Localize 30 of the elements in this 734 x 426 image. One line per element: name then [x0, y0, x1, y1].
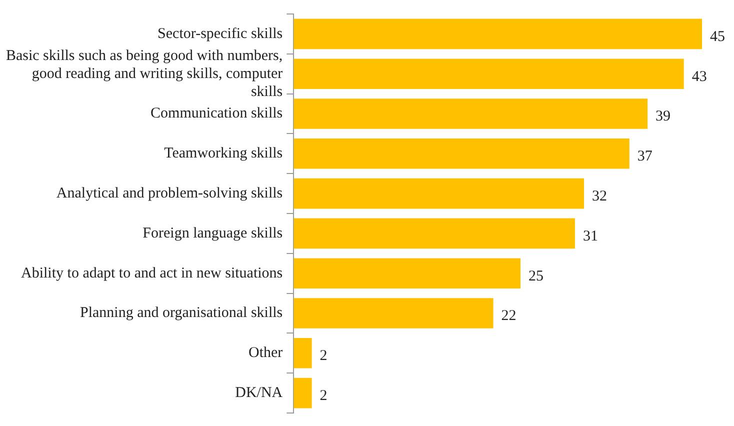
bar — [294, 378, 312, 408]
y-tick-label: Sector-specific skills — [158, 26, 283, 42]
bar — [294, 98, 648, 129]
data-label: 45 — [710, 28, 725, 45]
data-label: 43 — [692, 68, 707, 85]
data-label: 39 — [656, 108, 671, 125]
bar — [294, 58, 684, 90]
data-label: 32 — [592, 188, 608, 204]
data-label: 31 — [582, 228, 598, 244]
data-label: 22 — [501, 308, 516, 324]
data-label: 2 — [320, 348, 328, 364]
y-tick-label: Planning and organisational skills — [80, 305, 283, 322]
bar — [294, 258, 521, 289]
y-tick-label: Teamworking skills — [164, 146, 283, 162]
y-tick-label: Analytical and problem-solving skills — [56, 185, 283, 202]
y-tick-label: Communication skills — [150, 106, 283, 122]
bar — [294, 218, 575, 249]
y-tick-label: DK/NA — [235, 384, 283, 401]
bar — [294, 18, 702, 50]
y-tick-label: Foreign language skills — [142, 225, 283, 242]
y-tick-label: Other — [248, 345, 283, 362]
bar — [294, 338, 312, 368]
data-label: 2 — [320, 388, 328, 404]
bar — [294, 138, 630, 169]
data-label: 37 — [637, 148, 653, 165]
bar — [294, 298, 494, 328]
y-tick-label: Basic skills such as being good with numbers, good reading and writing skills, computer skills — [6, 48, 283, 100]
y-tick-label: Ability to adapt to and act in new situations — [21, 265, 283, 282]
data-label: 25 — [528, 268, 544, 284]
bar — [294, 178, 584, 209]
